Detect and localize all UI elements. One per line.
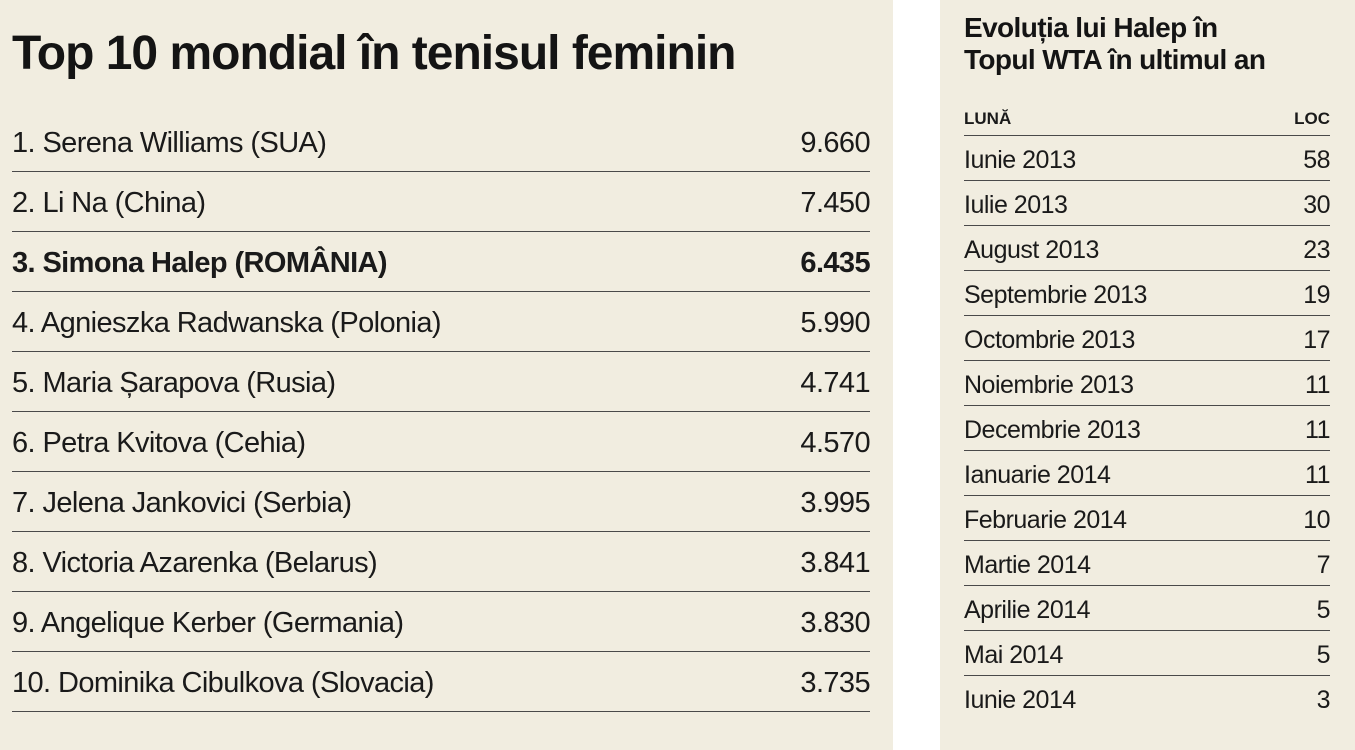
top10-panel: Top 10 mondial în tenisul feminin 1. Ser… bbox=[0, 0, 893, 750]
evolution-month: Iunie 2014 bbox=[964, 686, 1076, 714]
evolution-place: 7 bbox=[1316, 550, 1331, 579]
player-points: 5.990 bbox=[800, 307, 870, 339]
evolution-rows: Iunie 2013 58 Iulie 2013 30 August 2013 23 Sep… bbox=[964, 136, 1331, 721]
evolution-place: 5 bbox=[1316, 640, 1331, 669]
evolution-place: 11 bbox=[1305, 370, 1330, 399]
evolution-table: LUNĂ LOC Iunie 2013 58 Iulie 2013 30 August … bbox=[964, 102, 1331, 721]
ranking-row: 6. Petra Kvitova (Cehia) 4.570 bbox=[12, 412, 871, 472]
evolution-row: Decembrie 2013 11 bbox=[964, 406, 1330, 451]
player-points: 7.450 bbox=[800, 187, 870, 219]
player-points: 6.435 bbox=[800, 247, 870, 279]
evolution-place: 23 bbox=[1303, 235, 1330, 264]
evolution-row: Octombrie 2013 17 bbox=[964, 316, 1330, 361]
evolution-row: Ianuarie 2014 11 bbox=[964, 451, 1330, 496]
evolution-table-header: LUNĂ LOC bbox=[964, 102, 1330, 136]
evolution-month: Octombrie 2013 bbox=[964, 325, 1135, 354]
evolution-row: Iunie 2013 58 bbox=[964, 136, 1330, 181]
evolution-month: Decembrie 2013 bbox=[964, 415, 1141, 444]
player-points: 3.995 bbox=[800, 487, 870, 519]
evolution-place: 19 bbox=[1303, 280, 1330, 309]
evolution-row: Aprilie 2014 5 bbox=[964, 586, 1331, 631]
evolution-place: 10 bbox=[1303, 505, 1330, 534]
evolution-place: 30 bbox=[1303, 190, 1330, 219]
evolution-row: Iunie 2014 3 bbox=[964, 676, 1331, 721]
evolution-row: Martie 2014 7 bbox=[964, 541, 1331, 586]
evolution-month: Mai 2014 bbox=[964, 640, 1063, 669]
evolution-month: Ianuarie 2014 bbox=[964, 460, 1111, 489]
evolution-place: 58 bbox=[1303, 145, 1330, 174]
evolution-month: August 2013 bbox=[964, 235, 1099, 264]
player-name: 2. Li Na (China) bbox=[12, 187, 206, 219]
player-name: 4. Agnieszka Radwanska (Polonia) bbox=[12, 307, 442, 339]
ranking-row: 5. Maria Șarapova (Rusia) 4.741 bbox=[12, 352, 871, 412]
evolution-month: Martie 2014 bbox=[964, 550, 1091, 579]
evolution-place: 11 bbox=[1305, 460, 1330, 489]
evolution-month: Iulie 2013 bbox=[964, 190, 1068, 219]
player-points: 3.830 bbox=[800, 607, 870, 639]
ranking-row: 8. Victoria Azarenka (Belarus) 3.841 bbox=[12, 532, 871, 592]
evolution-row: Noiembrie 2013 11 bbox=[964, 361, 1330, 406]
player-name: 7. Jelena Jankovici (Serbia) bbox=[12, 487, 352, 519]
evolution-place: 11 bbox=[1305, 415, 1330, 444]
player-points: 4.741 bbox=[800, 367, 870, 399]
player-points: 3.735 bbox=[800, 667, 870, 699]
player-points: 4.570 bbox=[800, 427, 870, 459]
evolution-month: Februarie 2014 bbox=[964, 505, 1127, 534]
evolution-place: 3 bbox=[1316, 686, 1331, 714]
player-name: 10. Dominika Cibulkova (Slovacia) bbox=[12, 667, 434, 699]
player-name: 1. Serena Williams (SUA) bbox=[12, 127, 327, 159]
player-name: 5. Maria Șarapova (Rusia) bbox=[12, 367, 336, 399]
evolution-month: Aprilie 2014 bbox=[964, 595, 1091, 624]
evolution-row: August 2013 23 bbox=[964, 226, 1330, 271]
evolution-row: Iulie 2013 30 bbox=[964, 181, 1330, 226]
ranking-row: 1. Serena Williams (SUA) 9.660 bbox=[12, 112, 871, 172]
evolution-place: 17 bbox=[1303, 325, 1330, 354]
evolution-place: 5 bbox=[1316, 595, 1331, 624]
player-points: 9.660 bbox=[800, 127, 870, 159]
evolution-title: Evoluția lui Halep în Topul WTA în ultim… bbox=[964, 12, 1344, 76]
player-name: 8. Victoria Azarenka (Belarus) bbox=[12, 547, 378, 579]
evolution-month: Noiembrie 2013 bbox=[964, 370, 1134, 399]
ranking-row: 10. Dominika Cibulkova (Slovacia) 3.735 bbox=[12, 652, 871, 712]
header-place: LOC bbox=[1294, 108, 1330, 128]
evolution-row: Septembrie 2013 19 bbox=[964, 271, 1330, 316]
evolution-month: Septembrie 2013 bbox=[964, 280, 1147, 309]
evolution-row: Mai 2014 5 bbox=[964, 631, 1331, 676]
ranking-list: 1. Serena Williams (SUA) 9.660 2. Li Na (C… bbox=[12, 112, 871, 712]
halep-evolution-panel: Evoluția lui Halep în Topul WTA în ultim… bbox=[940, 0, 1355, 750]
player-name: 9. Angelique Kerber (Germania) bbox=[12, 607, 404, 639]
top10-title: Top 10 mondial în tenisul feminin bbox=[12, 27, 736, 80]
player-name: 6. Petra Kvitova (Cehia) bbox=[12, 427, 306, 459]
evolution-title-line1: Evoluția lui Halep în bbox=[964, 12, 1218, 43]
evolution-row: Februarie 2014 10 bbox=[964, 496, 1330, 541]
ranking-row: 3. Simona Halep (ROMÂNIA) 6.435 bbox=[12, 232, 871, 292]
header-month: LUNĂ bbox=[964, 108, 1012, 128]
ranking-row: 2. Li Na (China) 7.450 bbox=[12, 172, 871, 232]
player-name: 3. Simona Halep (ROMÂNIA) bbox=[12, 247, 388, 279]
ranking-row: 7. Jelena Jankovici (Serbia) 3.995 bbox=[12, 472, 871, 532]
ranking-row: 9. Angelique Kerber (Germania) 3.830 bbox=[12, 592, 871, 652]
player-points: 3.841 bbox=[800, 547, 870, 579]
evolution-month: Iunie 2013 bbox=[964, 145, 1076, 174]
evolution-title-line2: Topul WTA în ultimul an bbox=[964, 44, 1266, 75]
ranking-row: 4. Agnieszka Radwanska (Polonia) 5.990 bbox=[12, 292, 871, 352]
